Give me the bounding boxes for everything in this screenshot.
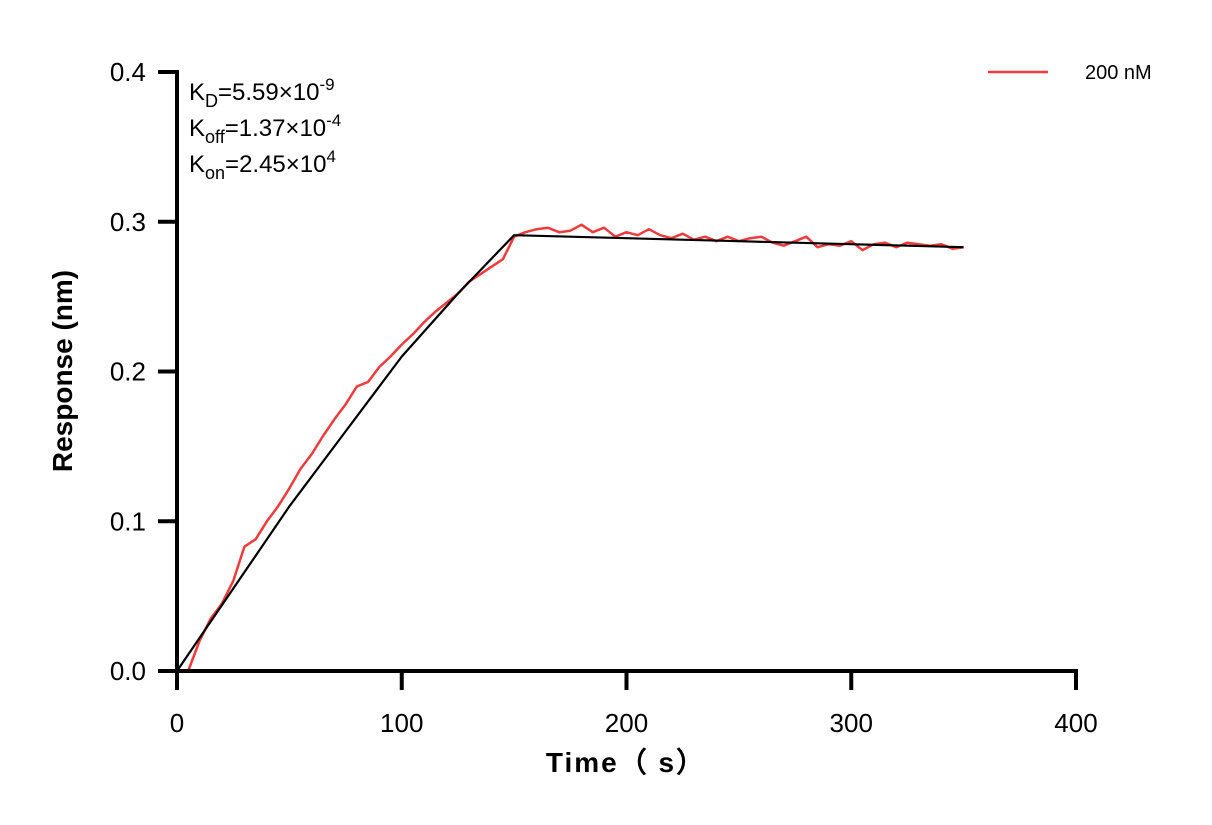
- fit-curve: [176, 234, 964, 672]
- x-axis-label: Time（ s）: [546, 746, 706, 778]
- constant-exponent: -9: [319, 75, 334, 94]
- constant-subscript: D: [205, 91, 218, 111]
- y-tick-label: 0.4: [110, 57, 146, 87]
- constant-subscript: on: [205, 163, 225, 183]
- y-tick-label: 0.0: [110, 656, 146, 686]
- x-tick-label: 200: [605, 708, 648, 738]
- constant-symbol: K: [189, 115, 205, 142]
- constant-exponent: -4: [326, 111, 341, 130]
- constant-exponent: 4: [326, 147, 335, 166]
- constant-value: =5.59×10: [218, 79, 319, 106]
- y-axis-label: Response (nm): [47, 270, 78, 472]
- x-tick-label: 400: [1054, 708, 1097, 738]
- constant-symbol: K: [189, 79, 205, 106]
- measured-curve: [187, 223, 964, 672]
- constant-subscript: off: [205, 127, 226, 147]
- kinetic-constant-label: Koff=1.37×10-4: [189, 111, 341, 147]
- x-tick-label: 100: [380, 708, 423, 738]
- y-tick-label: 0.3: [110, 207, 146, 237]
- x-tick-label: 300: [830, 708, 873, 738]
- legend: 200 nM: [988, 62, 1152, 84]
- kinetic-constant-label: KD=5.59×10-9: [189, 75, 335, 111]
- constant-value: =1.37×10: [225, 115, 326, 142]
- kinetic-constant-label: Kon=2.45×104: [189, 147, 336, 183]
- constant-value: =2.45×10: [225, 151, 326, 178]
- x-tick-label: 0: [170, 708, 184, 738]
- y-tick-label: 0.1: [110, 506, 146, 536]
- y-tick-label: 0.2: [110, 357, 146, 387]
- constant-symbol: K: [189, 151, 205, 178]
- legend-label: 200 nM: [1085, 62, 1152, 84]
